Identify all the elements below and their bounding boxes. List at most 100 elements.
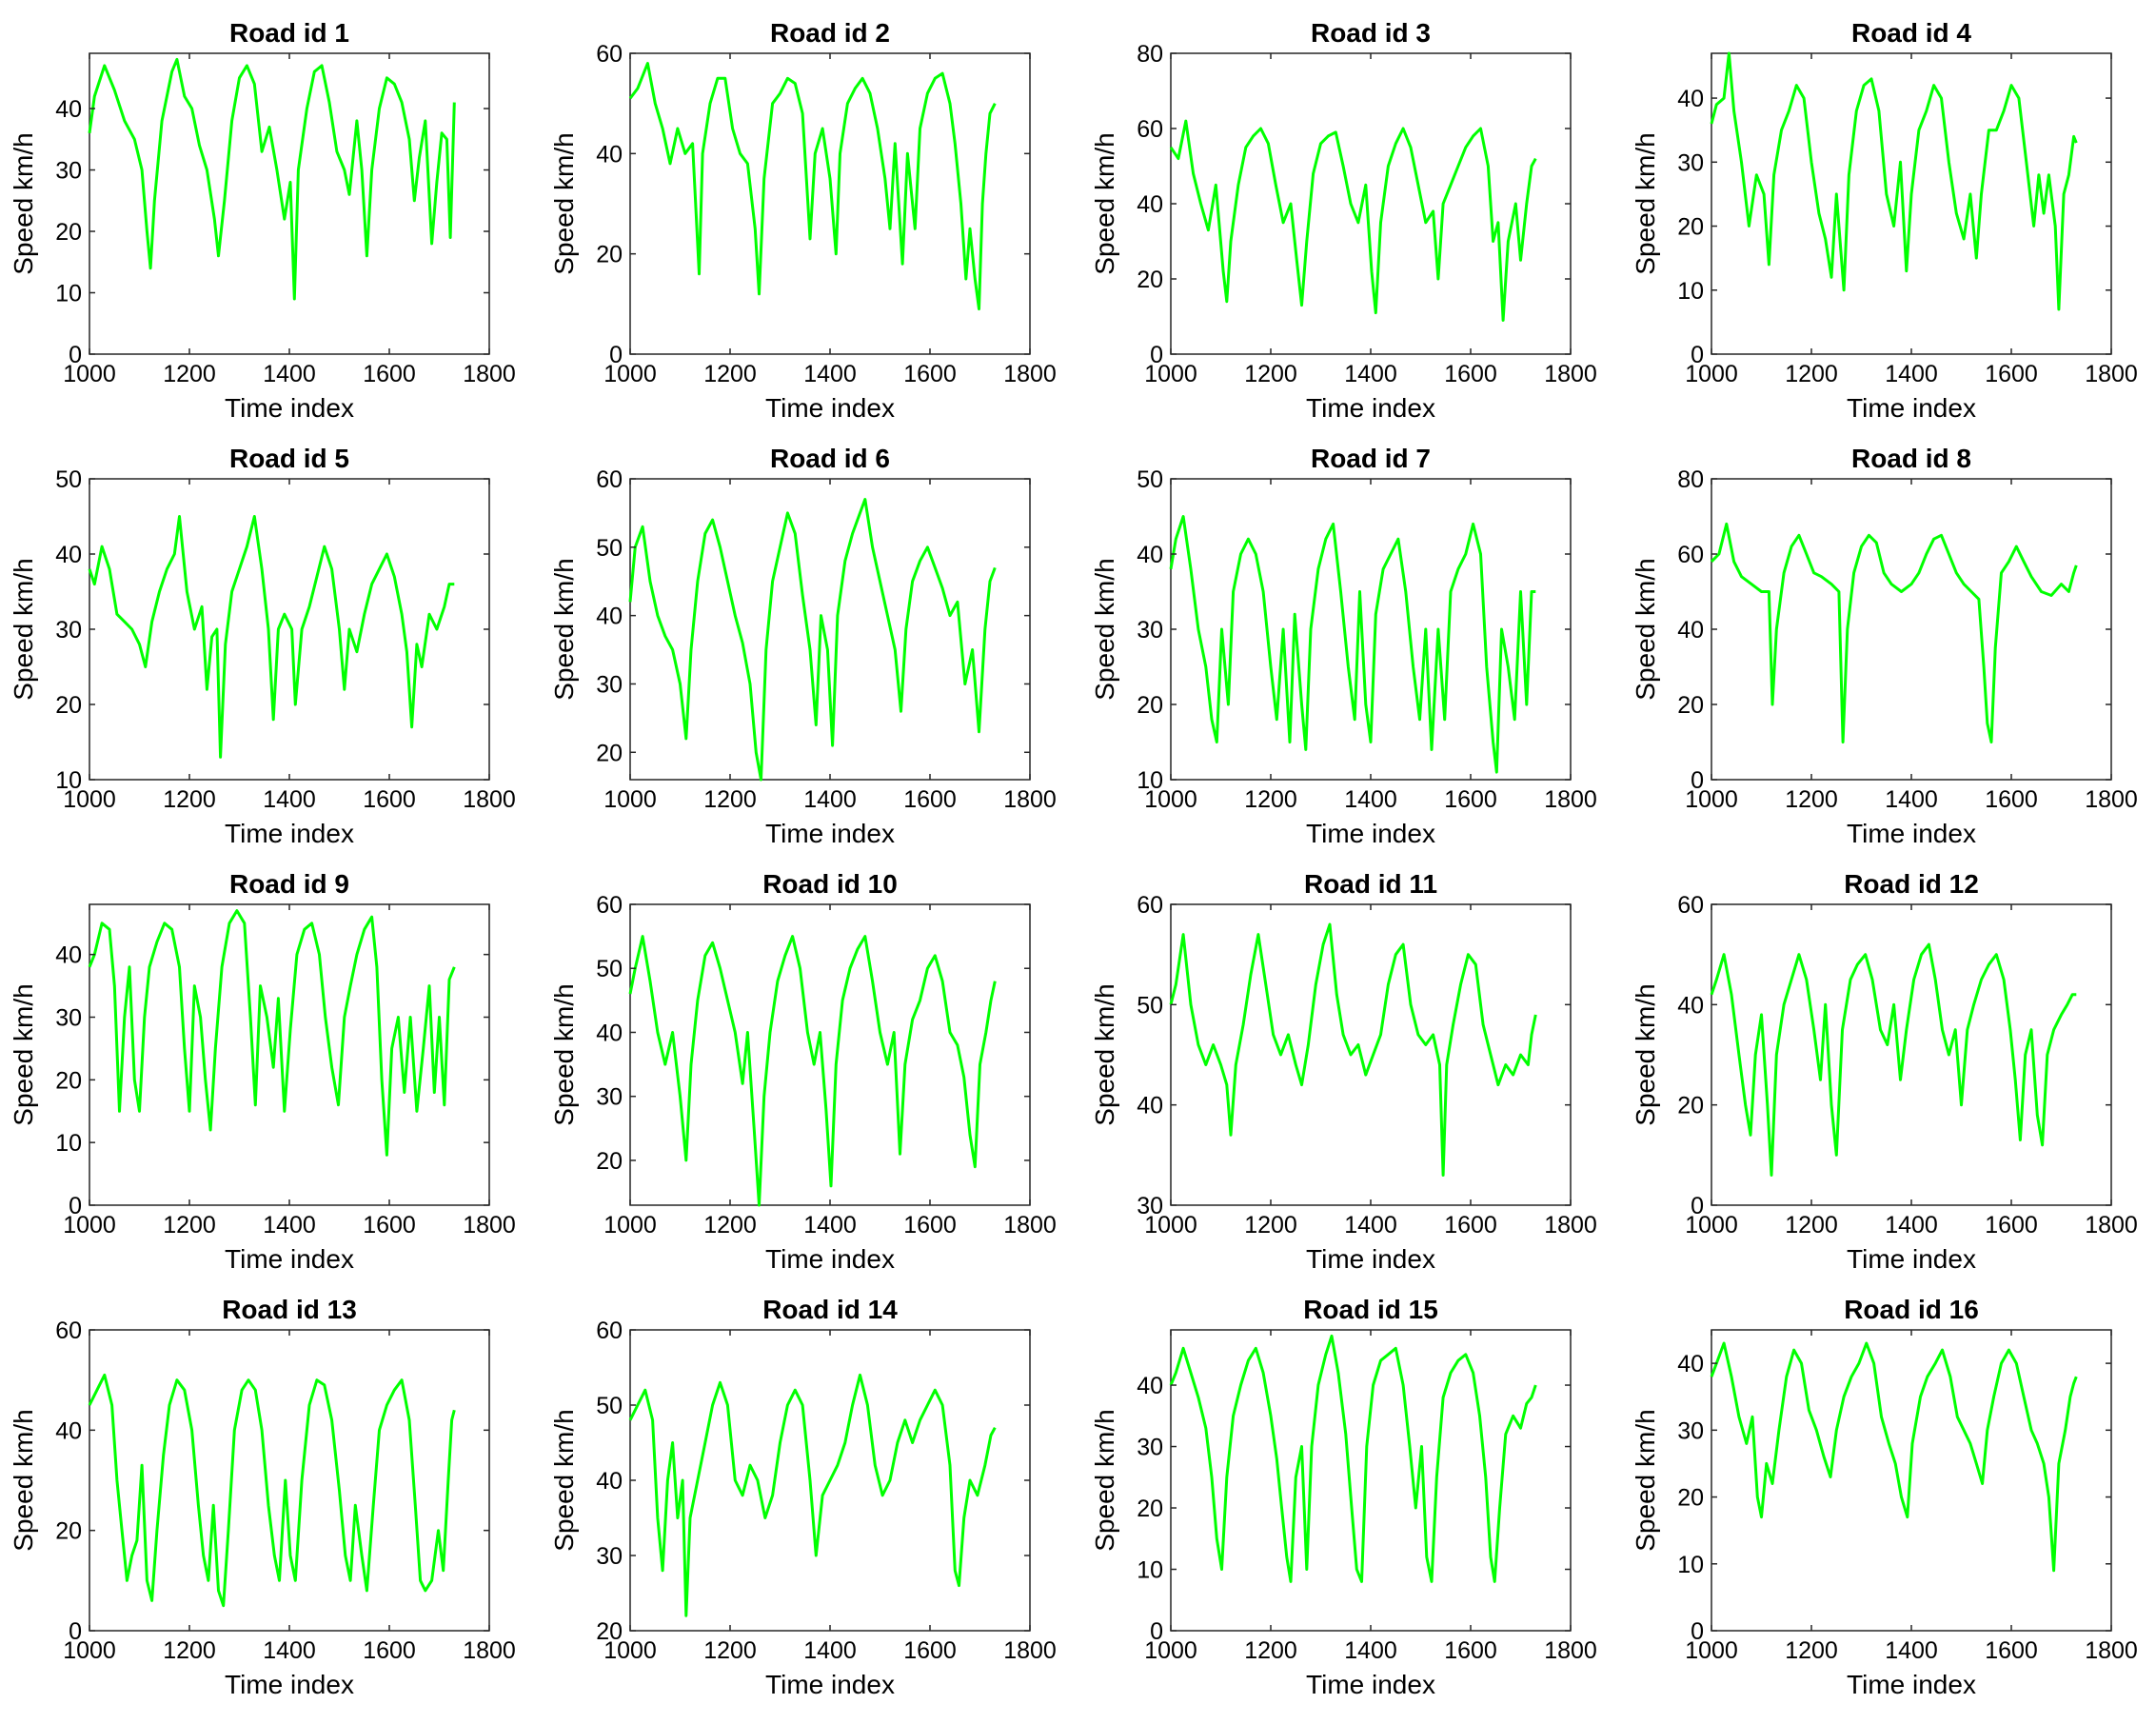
x-axis-label: Time index — [225, 1244, 354, 1274]
x-axis-label: Time index — [225, 819, 354, 848]
speed-series-line — [628, 62, 997, 311]
speed-series-line — [1710, 51, 2078, 311]
x-tick-label: 1000 — [1144, 361, 1197, 387]
speed-series-line — [1710, 942, 2077, 1177]
x-tick-label: 1600 — [363, 1637, 416, 1664]
x-tick-label: 1200 — [1785, 1212, 1838, 1239]
y-tick-label: 0 — [1150, 342, 1163, 368]
x-axis-label: Time index — [765, 393, 895, 423]
y-tick-label: 20 — [1677, 1485, 1704, 1512]
y-axis-label: Speed km/h — [9, 1409, 38, 1551]
y-axis-label: Speed km/h — [1631, 132, 1660, 274]
y-tick-label: 40 — [1137, 191, 1163, 218]
x-tick-label: 1800 — [1003, 361, 1057, 387]
x-tick-label: 1200 — [1785, 361, 1838, 387]
x-tick-label: 1200 — [1785, 1637, 1838, 1664]
y-axis-label: Speed km/h — [1090, 558, 1119, 700]
x-tick-label: 1200 — [1785, 786, 1838, 813]
subplot-15: 1000 1200 1400 1600 1800 0 10 20 30 40 Road id 15 T… — [1090, 1295, 1597, 1699]
subplot-title: Road id 13 — [222, 1295, 357, 1324]
y-tick-label: 30 — [596, 1084, 623, 1111]
x-tick-label: 1400 — [1344, 1212, 1397, 1239]
speed-series-line — [628, 935, 997, 1207]
y-tick-label: 60 — [596, 466, 623, 493]
x-tick-label: 1600 — [363, 786, 416, 813]
y-tick-label: 60 — [596, 1318, 623, 1344]
subplot-title: Road id 7 — [1311, 444, 1431, 473]
x-tick-label: 1400 — [1885, 786, 1938, 813]
x-axis-label: Time index — [765, 819, 895, 848]
speed-series-line — [88, 909, 456, 1157]
y-axis-label: Speed km/h — [1090, 983, 1119, 1125]
y-axis-label: Speed km/h — [9, 132, 38, 274]
y-tick-label: 50 — [1137, 992, 1163, 1019]
x-tick-label: 1400 — [1344, 786, 1397, 813]
y-tick-label: 20 — [596, 242, 623, 268]
subplot-title: Road id 10 — [762, 869, 898, 899]
x-tick-label: 1400 — [263, 1212, 316, 1239]
y-tick-label: 0 — [1150, 1618, 1163, 1645]
subplot-14: 1000 1200 1400 1600 1800 20 30 40 50 60 Road id 14… — [549, 1295, 1057, 1699]
x-axis-label: Time index — [1847, 819, 1976, 848]
y-tick-label: 40 — [1677, 617, 1704, 644]
subplot-title: Road id 14 — [762, 1295, 898, 1324]
y-tick-label: 40 — [55, 542, 82, 568]
subplot-title: Road id 6 — [770, 444, 890, 473]
x-tick-label: 1200 — [163, 361, 216, 387]
x-tick-label: 1400 — [1885, 361, 1938, 387]
y-tick-label: 30 — [1137, 1435, 1163, 1461]
subplot-3: 1000 1200 1400 1600 1800 0 20 40 60 80 Road id 3 Ti… — [1090, 18, 1597, 423]
y-axis-label: Speed km/h — [1090, 1409, 1119, 1551]
x-tick-label: 1000 — [603, 1212, 657, 1239]
subplot-9: 1000 1200 1400 1600 1800 0 10 20 30 40 Road id 9 Ti… — [9, 869, 516, 1274]
y-tick-label: 20 — [1677, 692, 1704, 719]
y-axis-label: Speed km/h — [549, 558, 579, 700]
y-tick-label: 40 — [596, 1468, 623, 1495]
speed-series-line — [1169, 1334, 1537, 1583]
x-tick-label: 1600 — [363, 1212, 416, 1239]
y-tick-label: 40 — [596, 604, 623, 630]
x-tick-label: 1000 — [63, 1212, 116, 1239]
y-tick-label: 20 — [55, 692, 82, 719]
y-tick-label: 10 — [1677, 1552, 1704, 1578]
y-tick-label: 80 — [1677, 466, 1704, 493]
y-tick-label: 40 — [55, 942, 82, 969]
subplot-13: 1000 1200 1400 1600 1800 0 20 40 60 Road id 13 Tim… — [9, 1295, 516, 1699]
speed-series-line — [1169, 119, 1537, 322]
x-tick-label: 1600 — [903, 786, 957, 813]
x-tick-label: 1200 — [703, 361, 757, 387]
x-tick-label: 1600 — [1444, 1212, 1497, 1239]
x-tick-label: 1000 — [1144, 1212, 1197, 1239]
x-tick-label: 1200 — [1244, 1212, 1297, 1239]
y-axis-label: Speed km/h — [9, 983, 38, 1125]
y-tick-label: 0 — [69, 1618, 82, 1645]
y-tick-label: 30 — [1677, 1417, 1704, 1444]
y-tick-label: 20 — [596, 740, 623, 766]
y-tick-label: 0 — [1691, 1193, 1704, 1219]
y-tick-label: 50 — [596, 1393, 623, 1419]
x-tick-label: 1000 — [603, 786, 657, 813]
x-axis-label: Time index — [1847, 1244, 1976, 1274]
x-axis-label: Time index — [1306, 393, 1435, 423]
x-axis-label: Time index — [1306, 819, 1435, 848]
x-tick-label: 1200 — [163, 1212, 216, 1239]
y-tick-label: 40 — [1137, 542, 1163, 568]
y-axis-label: Speed km/h — [9, 558, 38, 700]
y-tick-label: 10 — [1137, 767, 1163, 794]
subplot-12: 1000 1200 1400 1600 1800 0 20 40 60 Road id 12 Tim… — [1631, 869, 2138, 1274]
speed-series-line — [88, 57, 456, 301]
y-tick-label: 40 — [596, 1020, 623, 1046]
x-tick-label: 1200 — [163, 1637, 216, 1664]
y-axis-label: Speed km/h — [549, 132, 579, 274]
y-tick-label: 40 — [1137, 1093, 1163, 1120]
x-tick-label: 1000 — [1685, 1637, 1738, 1664]
y-tick-label: 40 — [55, 96, 82, 123]
x-tick-label: 1800 — [2085, 1212, 2138, 1239]
y-tick-label: 0 — [69, 1193, 82, 1219]
subplot-title: Road id 4 — [1851, 18, 1971, 48]
y-tick-label: 30 — [1137, 1193, 1163, 1219]
y-tick-label: 0 — [1691, 342, 1704, 368]
x-axis-label: Time index — [1306, 1670, 1435, 1699]
subplot-title: Road id 9 — [229, 869, 349, 899]
x-axis-label: Time index — [765, 1670, 895, 1699]
